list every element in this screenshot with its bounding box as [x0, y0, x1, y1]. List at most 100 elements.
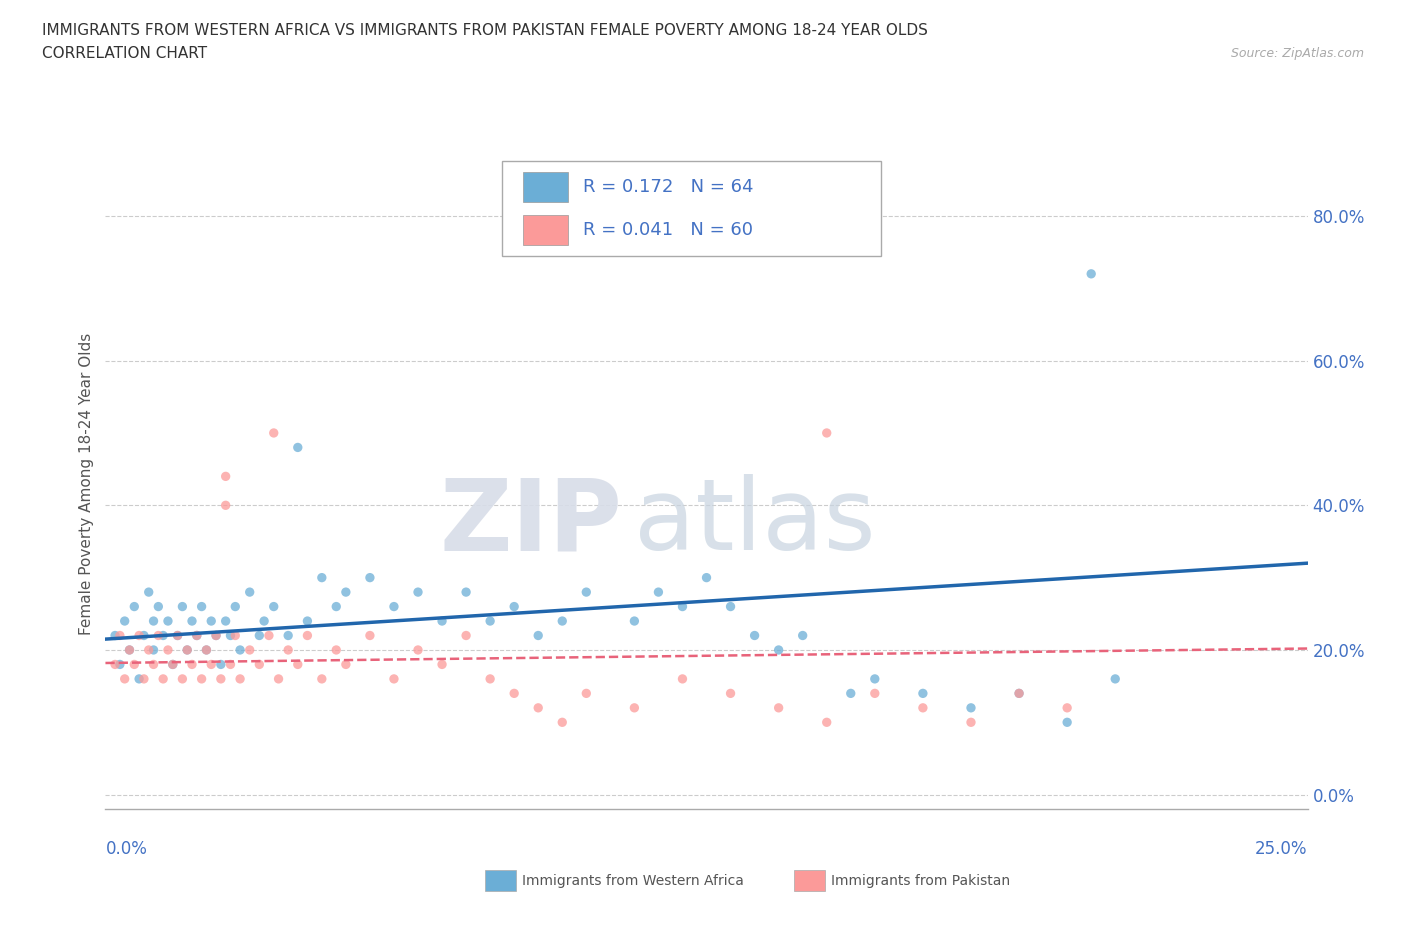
Point: [1056, 700, 1078, 715]
Point: [671, 671, 693, 686]
Text: R = 0.172   N = 64: R = 0.172 N = 64: [582, 178, 754, 196]
Point: [382, 599, 405, 614]
Point: [162, 657, 184, 671]
Point: [239, 585, 262, 600]
Point: [209, 657, 232, 671]
Point: [132, 628, 155, 643]
Point: [768, 700, 790, 715]
Point: [124, 599, 146, 614]
Point: [181, 657, 204, 671]
Point: [551, 715, 574, 730]
Point: [863, 671, 886, 686]
Point: [575, 585, 598, 600]
Point: [479, 614, 502, 629]
Point: [205, 628, 228, 643]
Point: [190, 599, 212, 614]
Point: [430, 614, 453, 629]
Point: [647, 585, 669, 600]
Point: [623, 700, 645, 715]
Point: [142, 614, 165, 629]
Point: [142, 643, 165, 658]
Point: [527, 628, 550, 643]
Text: atlas: atlas: [634, 474, 876, 571]
Point: [114, 614, 136, 629]
Point: [257, 628, 280, 643]
Point: [311, 671, 333, 686]
Text: Source: ZipAtlas.com: Source: ZipAtlas.com: [1230, 46, 1364, 60]
Point: [219, 657, 242, 671]
Point: [114, 671, 136, 686]
Point: [297, 628, 319, 643]
Point: [190, 671, 212, 686]
Point: [138, 585, 160, 600]
Point: [219, 628, 242, 643]
Point: [960, 700, 983, 715]
Point: [118, 643, 141, 658]
Point: [479, 671, 502, 686]
Point: [200, 657, 222, 671]
Point: [195, 643, 218, 658]
Point: [152, 671, 174, 686]
Point: [214, 498, 236, 512]
Point: [454, 585, 477, 600]
Text: ZIP: ZIP: [440, 474, 623, 571]
Point: [287, 657, 309, 671]
Point: [142, 657, 165, 671]
Point: [720, 686, 742, 701]
Point: [430, 657, 453, 671]
Text: Immigrants from Pakistan: Immigrants from Pakistan: [831, 873, 1010, 888]
Point: [1056, 715, 1078, 730]
Point: [152, 628, 174, 643]
Point: [277, 628, 299, 643]
Point: [176, 643, 198, 658]
Point: [263, 599, 285, 614]
Point: [239, 643, 262, 658]
Text: Immigrants from Western Africa: Immigrants from Western Africa: [522, 873, 744, 888]
Point: [166, 628, 188, 643]
Point: [768, 643, 790, 658]
Point: [132, 671, 155, 686]
Point: [209, 671, 232, 686]
Point: [186, 628, 208, 643]
Point: [720, 599, 742, 614]
Point: [224, 628, 246, 643]
Point: [359, 628, 381, 643]
Point: [181, 614, 204, 629]
Point: [1104, 671, 1126, 686]
Point: [287, 440, 309, 455]
Point: [1080, 266, 1102, 281]
Point: [696, 570, 718, 585]
Point: [118, 643, 141, 658]
Point: [108, 628, 131, 643]
Point: [176, 643, 198, 658]
Point: [128, 671, 150, 686]
Point: [335, 585, 357, 600]
Point: [214, 469, 236, 484]
Point: [214, 614, 236, 629]
Point: [172, 671, 194, 686]
Point: [454, 628, 477, 643]
Point: [325, 599, 347, 614]
Point: [815, 426, 838, 441]
Point: [200, 614, 222, 629]
Point: [792, 628, 814, 643]
Point: [623, 614, 645, 629]
Point: [671, 599, 693, 614]
Point: [229, 643, 252, 658]
Point: [172, 599, 194, 614]
Text: 25.0%: 25.0%: [1256, 840, 1308, 857]
Point: [247, 657, 270, 671]
Point: [247, 628, 270, 643]
Point: [156, 614, 179, 629]
Point: [186, 628, 208, 643]
Point: [335, 657, 357, 671]
Point: [263, 426, 285, 441]
Point: [297, 614, 319, 629]
Point: [148, 628, 170, 643]
Point: [551, 614, 574, 629]
Point: [104, 657, 127, 671]
Point: [382, 671, 405, 686]
Point: [205, 628, 228, 643]
Point: [911, 686, 934, 701]
Point: [138, 643, 160, 658]
